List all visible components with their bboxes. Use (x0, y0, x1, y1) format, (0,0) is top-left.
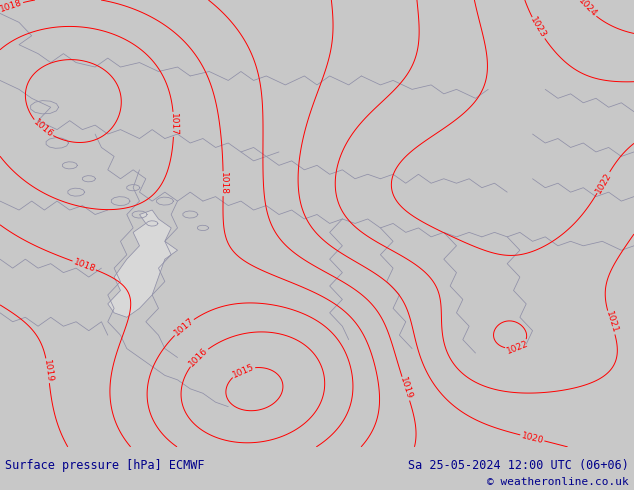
Text: 1017: 1017 (172, 316, 195, 338)
Text: 1018: 1018 (72, 257, 96, 274)
Text: 1022: 1022 (593, 171, 613, 195)
Text: 1017: 1017 (169, 113, 178, 136)
Text: 1022: 1022 (505, 339, 529, 356)
Text: © weatheronline.co.uk: © weatheronline.co.uk (487, 477, 629, 487)
Text: Sa 25-05-2024 12:00 UTC (06+06): Sa 25-05-2024 12:00 UTC (06+06) (408, 459, 629, 472)
Text: 1016: 1016 (187, 346, 210, 368)
Text: Surface pressure [hPa] ECMWF: Surface pressure [hPa] ECMWF (5, 459, 205, 472)
Text: 1018: 1018 (219, 172, 228, 195)
Text: 1021: 1021 (604, 310, 619, 335)
Text: 1019: 1019 (42, 359, 54, 383)
Text: 1016: 1016 (31, 118, 55, 140)
Text: 1024: 1024 (576, 0, 598, 19)
Text: 1018: 1018 (0, 0, 23, 14)
Text: 1019: 1019 (398, 376, 413, 401)
Text: 1015: 1015 (231, 362, 256, 379)
Text: 1020: 1020 (520, 431, 545, 445)
Polygon shape (108, 210, 178, 318)
Text: 1023: 1023 (528, 16, 548, 40)
